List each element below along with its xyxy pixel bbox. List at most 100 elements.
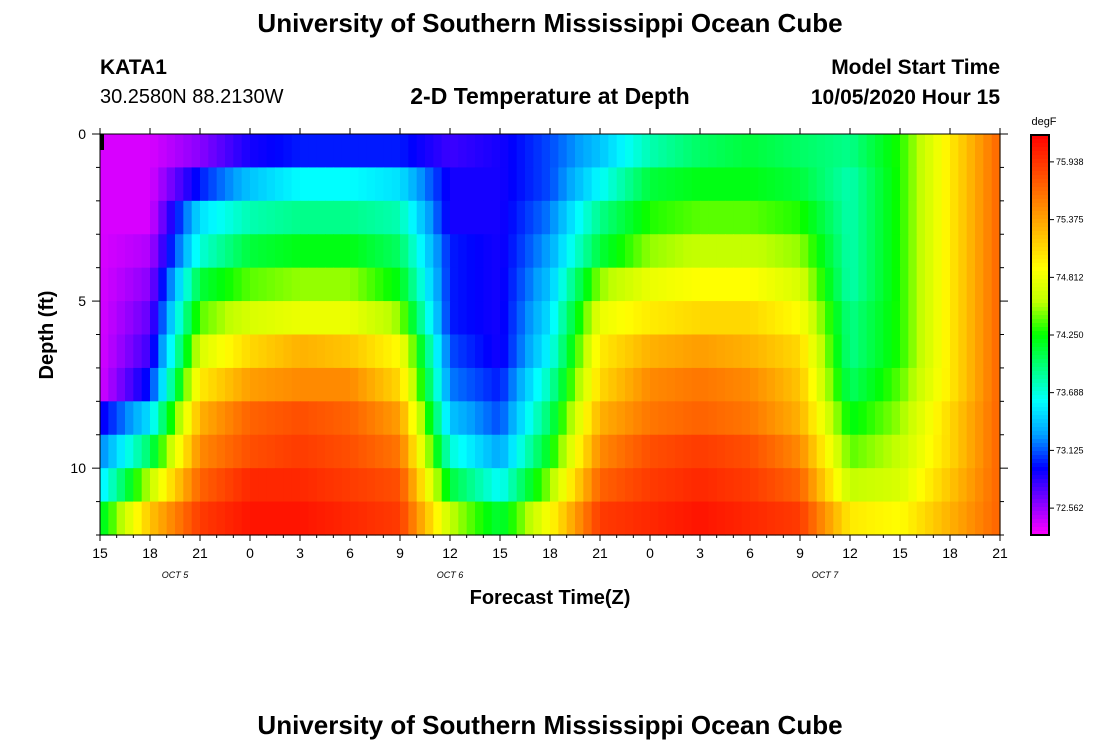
heatmap-cell xyxy=(141,200,151,235)
heatmap-cell xyxy=(375,367,384,402)
heatmap-cell xyxy=(408,334,418,369)
heatmap-cell xyxy=(183,401,193,436)
heatmap-cell xyxy=(741,167,751,202)
heatmap-cell xyxy=(525,267,534,302)
heatmap-cell xyxy=(158,367,168,402)
heatmap-cell xyxy=(416,434,426,469)
heatmap-cell xyxy=(475,200,484,235)
heatmap-cell xyxy=(575,434,584,469)
heatmap-cell xyxy=(225,134,234,169)
colorbar-swatch xyxy=(1031,335,1049,340)
heatmap-cell xyxy=(400,401,409,436)
heatmap-cell xyxy=(825,367,834,402)
heatmap-cell xyxy=(341,468,351,503)
heatmap-cell xyxy=(100,134,109,169)
heatmap-cell xyxy=(558,367,568,402)
heatmap-cell xyxy=(250,134,259,169)
heatmap-cell xyxy=(991,234,1001,269)
heatmap-cell xyxy=(108,468,118,503)
colorbar-swatch xyxy=(1031,499,1049,504)
heatmap-cell xyxy=(725,334,734,369)
heatmap-cell xyxy=(600,367,609,402)
heatmap-cell xyxy=(516,134,526,169)
heatmap-cell xyxy=(650,134,659,169)
heatmap-cell xyxy=(983,401,993,436)
heatmap-cell xyxy=(616,501,626,536)
colorbar-tick-label: 73.125 xyxy=(1056,445,1084,455)
heatmap-cell xyxy=(966,334,976,369)
heatmap-cell xyxy=(775,200,784,235)
heatmap-cell xyxy=(183,434,193,469)
heatmap-cell xyxy=(958,301,968,336)
heatmap-cell xyxy=(125,167,134,202)
heatmap-cell xyxy=(841,167,851,202)
heatmap-cell xyxy=(733,501,743,536)
heatmap-cell xyxy=(558,200,568,235)
heatmap-cell xyxy=(850,167,859,202)
x-tick-label: 15 xyxy=(492,545,508,561)
colorbar-swatch xyxy=(1031,443,1049,448)
heatmap-cell xyxy=(283,234,293,269)
heatmap-cell xyxy=(541,334,551,369)
heatmap-cell xyxy=(750,200,759,235)
heatmap-cell xyxy=(541,200,551,235)
heatmap-cell xyxy=(366,134,376,169)
heatmap-cell xyxy=(758,200,768,235)
heatmap-cell xyxy=(725,167,734,202)
heatmap-cell xyxy=(541,468,551,503)
heatmap-cell xyxy=(558,234,568,269)
heatmap-cell xyxy=(616,200,626,235)
heatmap-cell xyxy=(958,200,968,235)
heatmap-cell xyxy=(791,301,801,336)
heatmap-cell xyxy=(841,401,851,436)
heatmap-cell xyxy=(991,134,1001,169)
heatmap-cell xyxy=(533,401,543,436)
heatmap-cell xyxy=(616,401,626,436)
heatmap-cell xyxy=(341,334,351,369)
heatmap-cell xyxy=(983,200,993,235)
heatmap-cell xyxy=(775,167,784,202)
heatmap-cell xyxy=(833,434,843,469)
colorbar-swatch xyxy=(1031,251,1049,256)
colorbar-swatch xyxy=(1031,147,1049,152)
heatmap-cell xyxy=(116,367,126,402)
colorbar-swatch xyxy=(1031,419,1049,424)
colorbar-swatch xyxy=(1031,195,1049,200)
heatmap-cell xyxy=(891,200,901,235)
heatmap-cell xyxy=(800,434,809,469)
heatmap-cell xyxy=(133,234,143,269)
heatmap-cell xyxy=(841,367,851,402)
heatmap-cell xyxy=(533,200,543,235)
heatmap-cell xyxy=(783,334,793,369)
heatmap-cell xyxy=(525,434,534,469)
heatmap-cell xyxy=(183,468,193,503)
heatmap-cell xyxy=(275,434,284,469)
heatmap-cell xyxy=(208,267,218,302)
heatmap-cell xyxy=(200,301,209,336)
heatmap-cell xyxy=(991,468,1001,503)
heatmap-cell xyxy=(616,134,626,169)
heatmap-cell xyxy=(850,434,859,469)
heatmap-cell xyxy=(158,334,168,369)
heatmap-cell xyxy=(125,334,134,369)
heatmap-cell xyxy=(758,134,768,169)
heatmap-cell xyxy=(558,468,568,503)
colorbar-swatch xyxy=(1031,363,1049,368)
heatmap-cell xyxy=(850,367,859,402)
colorbar-swatch xyxy=(1031,263,1049,268)
heatmap-cell xyxy=(258,434,268,469)
heatmap-cell xyxy=(466,301,476,336)
heatmap-cell xyxy=(416,301,426,336)
heatmap-cell xyxy=(583,468,593,503)
heatmap-cell xyxy=(608,134,618,169)
heatmap-cell xyxy=(250,334,259,369)
heatmap-cell xyxy=(366,301,376,336)
heatmap-cell xyxy=(633,167,643,202)
heatmap-cell xyxy=(233,200,243,235)
colorbar-swatch xyxy=(1031,279,1049,284)
heatmap-cell xyxy=(441,200,451,235)
heatmap-cell xyxy=(283,434,293,469)
heatmap-cell xyxy=(816,234,826,269)
heatmap-cell xyxy=(108,434,118,469)
heatmap-cell xyxy=(508,134,518,169)
